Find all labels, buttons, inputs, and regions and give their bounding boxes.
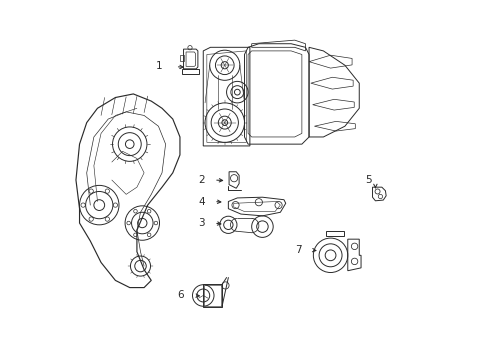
Bar <box>203 284 222 307</box>
Bar <box>180 55 184 60</box>
Bar <box>203 285 221 306</box>
Text: 4: 4 <box>198 197 204 207</box>
Bar <box>182 69 199 74</box>
Text: 3: 3 <box>198 218 204 228</box>
Bar <box>325 231 343 236</box>
Text: 5: 5 <box>365 175 371 185</box>
Text: 7: 7 <box>295 245 301 255</box>
Text: 6: 6 <box>177 291 183 301</box>
Text: 1: 1 <box>155 61 162 71</box>
Text: 2: 2 <box>198 175 204 185</box>
